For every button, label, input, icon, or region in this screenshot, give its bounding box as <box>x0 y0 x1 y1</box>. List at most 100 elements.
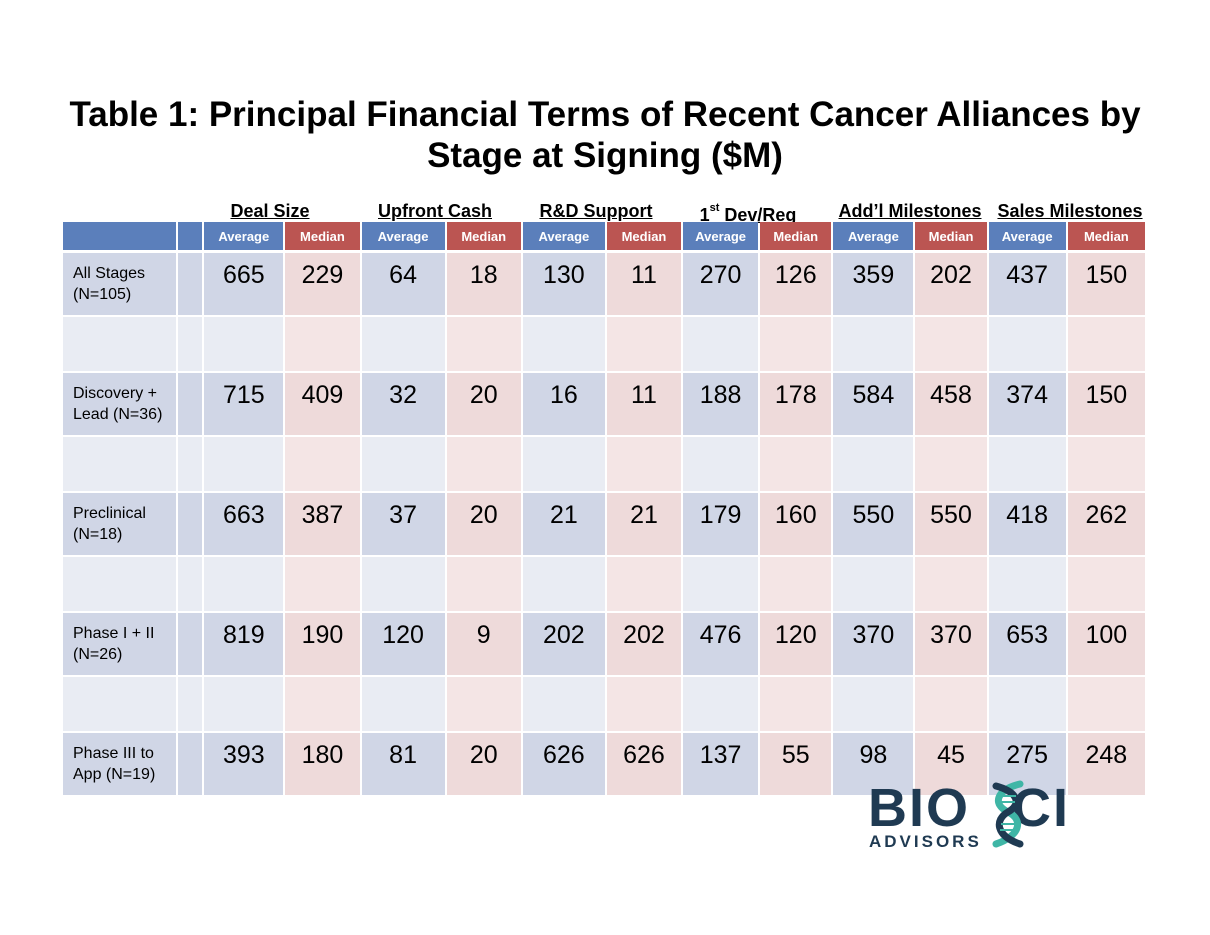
row-label-line-2: (N=18) <box>73 526 123 543</box>
value-cell: 626 <box>522 733 605 797</box>
value-cell: 45 <box>915 733 987 797</box>
dev-reg-superscript: st <box>709 202 720 214</box>
value-cell: 262 <box>1067 493 1145 557</box>
upfront-cash-average-header: Average <box>361 222 445 253</box>
value-cell: 120 <box>361 613 445 677</box>
value-cell: 55 <box>760 733 832 797</box>
value-cell: 9 <box>446 613 521 677</box>
row-label: Phase I + II (N=26) <box>63 613 177 677</box>
value-cell: 64 <box>361 253 445 317</box>
value-cell: 370 <box>833 613 914 677</box>
group-header-deal-size: Deal Size <box>230 201 310 221</box>
value-cell: 16 <box>522 373 605 437</box>
row-label: Preclinical (N=18) <box>63 493 177 557</box>
value-cell: 160 <box>760 493 832 557</box>
value-cell: 418 <box>988 493 1066 557</box>
value-cell: 359 <box>833 253 914 317</box>
spacer-cell <box>178 373 203 437</box>
dev-reg-number: 1 <box>699 205 710 225</box>
spacer-cell <box>178 253 203 317</box>
table-row: Discovery + Lead (N=36) 715 409 32 20 16 … <box>63 373 1145 437</box>
table-row: All Stages (N=105) 665 229 64 18 130 11 2… <box>63 253 1145 317</box>
group-header-rd-support: R&D Support <box>539 201 653 221</box>
row-label-line-1: Discovery + <box>73 385 158 402</box>
value-cell: 550 <box>915 493 987 557</box>
value-cell: 188 <box>683 373 759 437</box>
value-cell: 374 <box>988 373 1066 437</box>
value-cell: 20 <box>446 373 521 437</box>
dev-reg-median-header: Median <box>760 222 832 253</box>
value-cell: 387 <box>285 493 360 557</box>
deal-size-median-header: Median <box>285 222 360 253</box>
spacer-cell <box>178 493 203 557</box>
table-row: Phase III to App (N=19) 393 180 81 20 626… <box>63 733 1145 797</box>
value-cell: 202 <box>606 613 682 677</box>
value-cell: 21 <box>606 493 682 557</box>
subheader-row: Average Median Average Median Average Me… <box>63 222 1145 253</box>
value-cell: 248 <box>1067 733 1145 797</box>
empty-row <box>63 317 1145 373</box>
financial-terms-table: Average Median Average Median Average Me… <box>61 222 1147 797</box>
group-header-upfront-cash: Upfront Cash <box>378 201 492 221</box>
value-cell: 409 <box>285 373 360 437</box>
logo-wordmark-ci: CI <box>1012 778 1071 838</box>
value-cell: 126 <box>760 253 832 317</box>
logo-wordmark: BIO CI <box>868 780 1070 836</box>
page-title: Table 1: Principal Financial Terms of Re… <box>60 94 1150 176</box>
dev-reg-average-header: Average <box>683 222 759 253</box>
value-cell: 458 <box>915 373 987 437</box>
value-cell: 20 <box>446 493 521 557</box>
empty-row <box>63 437 1145 493</box>
value-cell: 437 <box>988 253 1066 317</box>
table-row: Preclinical (N=18) 663 387 37 20 21 21 17… <box>63 493 1145 557</box>
value-cell: 270 <box>683 253 759 317</box>
header-label-cell <box>63 222 177 253</box>
group-header-sales-milestones: Sales Milestones <box>997 201 1143 221</box>
value-cell: 21 <box>522 493 605 557</box>
value-cell: 120 <box>760 613 832 677</box>
row-label-line-2: (N=26) <box>73 646 123 663</box>
group-header-dev-reg: 1st Dev/Reg <box>684 199 812 225</box>
value-cell: 202 <box>915 253 987 317</box>
value-cell: 626 <box>606 733 682 797</box>
empty-row <box>63 557 1145 613</box>
rd-support-average-header: Average <box>522 222 605 253</box>
upfront-cash-median-header: Median <box>446 222 521 253</box>
value-cell: 715 <box>204 373 284 437</box>
biosci-advisors-logo: BIO CI ADVISORS <box>868 778 1118 856</box>
dna-helix-icon <box>992 780 1024 848</box>
value-cell: 393 <box>204 733 284 797</box>
value-cell: 180 <box>285 733 360 797</box>
value-cell: 819 <box>204 613 284 677</box>
value-cell: 11 <box>606 373 682 437</box>
value-cell: 32 <box>361 373 445 437</box>
deal-size-average-header: Average <box>204 222 284 253</box>
row-label: Discovery + Lead (N=36) <box>63 373 177 437</box>
title-line-2: Stage at Signing ($M) <box>427 136 783 175</box>
value-cell: 179 <box>683 493 759 557</box>
value-cell: 476 <box>683 613 759 677</box>
value-cell: 653 <box>988 613 1066 677</box>
value-cell: 229 <box>285 253 360 317</box>
value-cell: 150 <box>1067 253 1145 317</box>
value-cell: 665 <box>204 253 284 317</box>
title-line-1: Table 1: Principal Financial Terms of Re… <box>69 95 1141 134</box>
row-label-line-2: App (N=19) <box>73 766 156 783</box>
value-cell: 190 <box>285 613 360 677</box>
addl-milestones-median-header: Median <box>915 222 987 253</box>
value-cell: 370 <box>915 613 987 677</box>
value-cell: 584 <box>833 373 914 437</box>
spacer-cell <box>178 733 203 797</box>
logo-wordmark-bio: BIO <box>868 778 971 838</box>
value-cell: 11 <box>606 253 682 317</box>
spacer-cell <box>178 613 203 677</box>
value-cell: 81 <box>361 733 445 797</box>
row-label: Phase III to App (N=19) <box>63 733 177 797</box>
dev-reg-text: Dev/Reg <box>719 205 797 225</box>
value-cell: 100 <box>1067 613 1145 677</box>
value-cell: 130 <box>522 253 605 317</box>
value-cell: 178 <box>760 373 832 437</box>
value-cell: 550 <box>833 493 914 557</box>
group-header-addl-milestones: Add’l Milestones <box>838 201 982 221</box>
row-label-line-1: Phase I + II <box>73 625 155 642</box>
